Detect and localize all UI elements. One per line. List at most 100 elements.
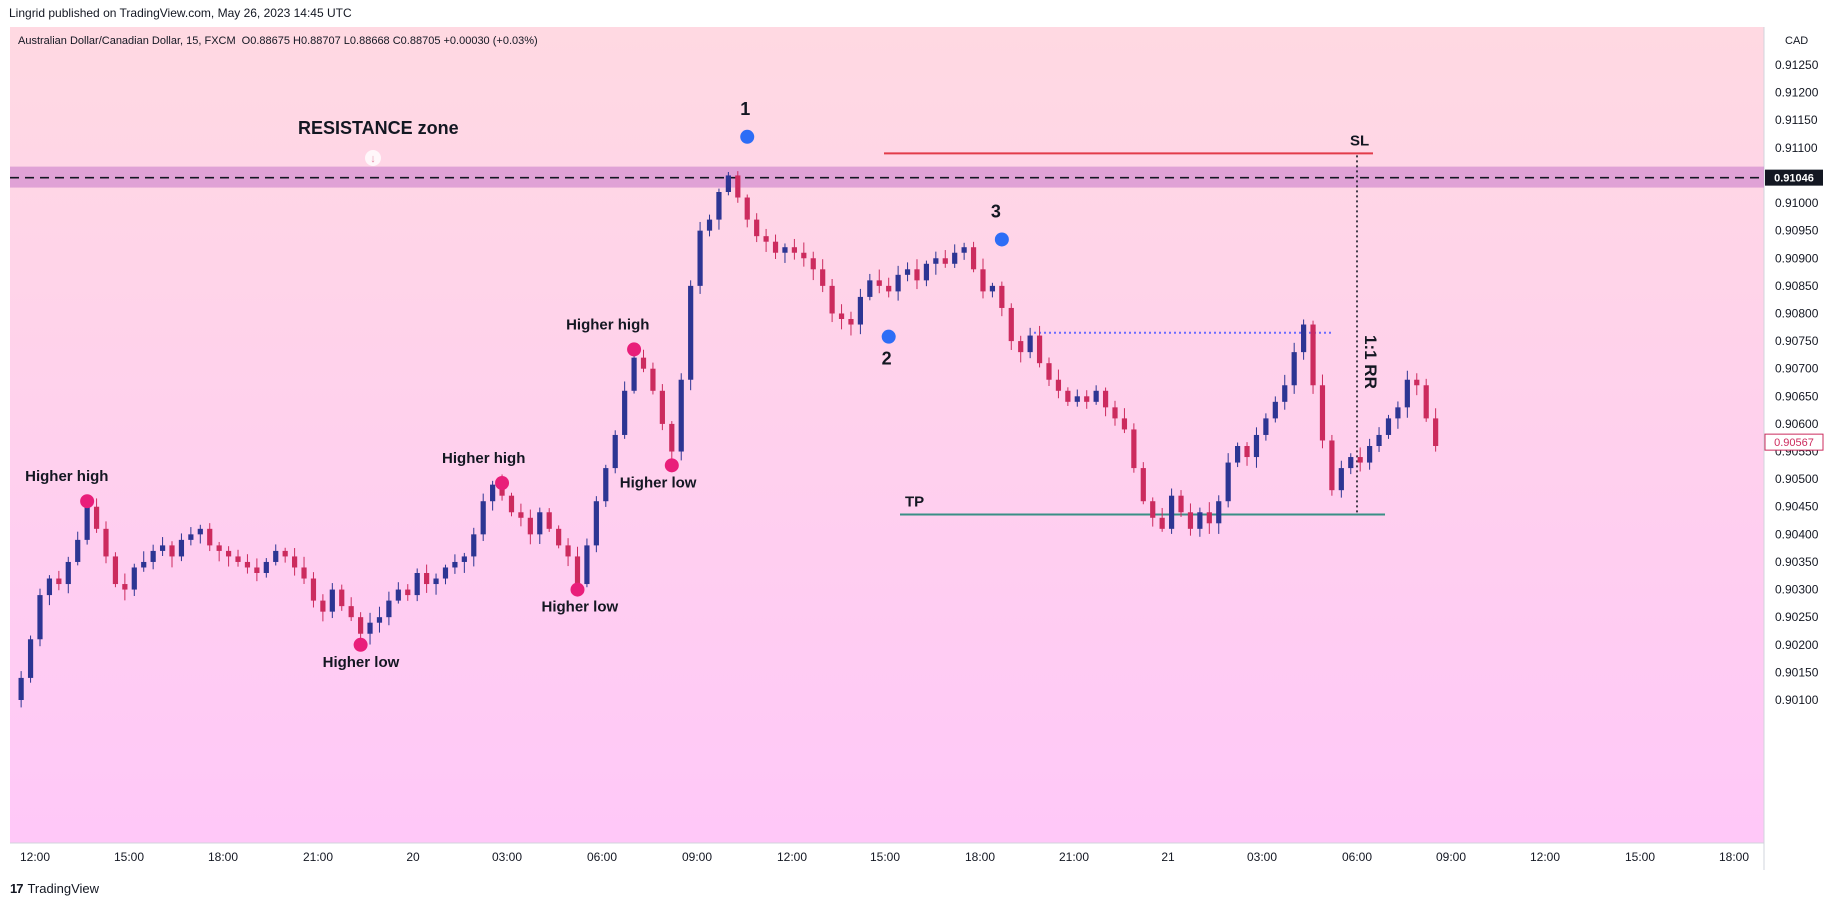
- candle-body: [131, 567, 137, 590]
- pivot-marker: [627, 342, 642, 357]
- candle-body: [424, 573, 430, 585]
- candle-body: [376, 617, 383, 623]
- candle-body: [254, 567, 260, 573]
- y-tick-label: 0.90850: [1775, 279, 1819, 293]
- candle-body: [273, 550, 279, 562]
- pivot-marker: [495, 475, 510, 490]
- candle-body: [1253, 434, 1260, 458]
- footer-brand: TradingView: [27, 881, 100, 896]
- x-tick-label: 12:00: [777, 850, 807, 864]
- candle-body: [876, 280, 882, 286]
- y-tick-label: 0.91150: [1775, 113, 1818, 127]
- x-tick-label: 15:00: [870, 850, 900, 864]
- last-price-badge: [1764, 433, 1824, 451]
- risk-reward-label: 1:1 RR: [1361, 335, 1380, 389]
- y-tick-label: 0.90100: [1775, 693, 1819, 707]
- x-tick-label: 18:00: [1719, 850, 1749, 864]
- y-tick-label: 0.90150: [1775, 665, 1819, 679]
- candle-body: [329, 589, 335, 612]
- candle-body: [1414, 379, 1420, 386]
- candle-body: [970, 247, 977, 270]
- candle-body: [886, 285, 892, 292]
- candle-body: [499, 484, 505, 496]
- candle-body: [405, 589, 411, 596]
- candle-body: [829, 285, 835, 314]
- x-tick-label: 03:00: [492, 850, 522, 864]
- candle-body: [688, 285, 694, 380]
- candle-body: [442, 567, 449, 579]
- candle-body: [46, 578, 53, 596]
- candle-body: [339, 589, 345, 607]
- candle-body: [518, 512, 524, 518]
- candle-body: [508, 495, 515, 513]
- alert-arrow-glyph: ↓: [370, 153, 376, 165]
- candle-body: [1018, 341, 1024, 353]
- candle-body: [574, 556, 581, 585]
- candle-body: [1367, 446, 1373, 463]
- candle-body: [1093, 390, 1099, 402]
- candle-body: [989, 285, 996, 292]
- candle-body: [1319, 385, 1326, 441]
- candle-body: [895, 274, 901, 292]
- candle-body: [207, 528, 213, 546]
- y-tick-label: 0.90250: [1775, 610, 1819, 624]
- resistance-zone-title: RESISTANCE zone: [298, 118, 459, 138]
- numbered-marker: [740, 129, 755, 144]
- stop-loss-label: SL: [1350, 132, 1369, 149]
- candle-body: [659, 390, 665, 424]
- y-tick-label: 0.90350: [1775, 555, 1819, 569]
- candle-body: [414, 573, 420, 596]
- candle-body: [1197, 512, 1203, 529]
- x-tick-label: 18:00: [208, 850, 238, 864]
- price-axis-panel: [1764, 27, 1834, 877]
- candle-body: [914, 269, 920, 281]
- candle-body: [952, 252, 958, 264]
- candle-body: [631, 357, 637, 391]
- candle-body: [556, 528, 562, 546]
- candle-body: [1301, 324, 1307, 353]
- price-chart[interactable]: Australian Dollar/Canadian Dollar, 15, F…: [0, 27, 1834, 877]
- candle-body: [433, 578, 439, 585]
- x-axis-ticks: 12:00 15:00 18:00 21:00 20 03:00 06:00 09:00 12:…: [20, 850, 1749, 864]
- candle-body: [1131, 429, 1137, 469]
- candle-body: [782, 247, 788, 253]
- pivot-label: Higher high: [566, 316, 649, 333]
- published-note: Lingrid published on TradingView.com, Ma…: [9, 6, 352, 20]
- candle-body: [452, 561, 458, 568]
- y-tick-label: 0.90800: [1775, 306, 1819, 320]
- candle-body: [735, 175, 741, 198]
- candle-body: [1395, 407, 1401, 419]
- y-tick-label: 0.90750: [1775, 334, 1819, 348]
- candle-body: [480, 501, 486, 535]
- candle-body: [1074, 396, 1080, 402]
- x-tick-label: 21:00: [303, 850, 333, 864]
- x-tick-label: 12:00: [1530, 850, 1560, 864]
- candle-body: [310, 578, 317, 601]
- candle-body: [471, 534, 477, 557]
- candle-body: [1433, 418, 1439, 446]
- candle-body: [1065, 390, 1071, 402]
- candle-body: [744, 197, 750, 220]
- candle-body: [1291, 352, 1297, 386]
- trade-lines: SL TP 1:1 RR: [884, 132, 1385, 516]
- candle-body: [1102, 390, 1109, 408]
- y-tick-label: 0.90500: [1775, 472, 1819, 486]
- candle-body: [857, 296, 863, 325]
- annotation-markers: [80, 129, 1009, 652]
- x-tick-label: 09:00: [1436, 850, 1466, 864]
- x-tick-label: 15:00: [1625, 850, 1655, 864]
- candle-body: [980, 269, 986, 292]
- candle-body: [801, 252, 807, 259]
- candle-body: [1159, 517, 1165, 529]
- x-tick-label: 21:00: [1059, 850, 1089, 864]
- candle-body: [1244, 446, 1250, 458]
- candle-body: [263, 561, 269, 573]
- candle-body: [584, 545, 590, 585]
- annotation-labels: Higher high Higher low Higher high Higher l…: [25, 99, 1001, 671]
- alert-arrow-icon: [365, 150, 381, 166]
- candle-body: [848, 319, 854, 325]
- x-tick-label: 18:00: [965, 850, 995, 864]
- x-tick-label: 20: [406, 850, 420, 864]
- candle-body: [56, 578, 62, 585]
- pivot-label: Higher high: [442, 450, 525, 467]
